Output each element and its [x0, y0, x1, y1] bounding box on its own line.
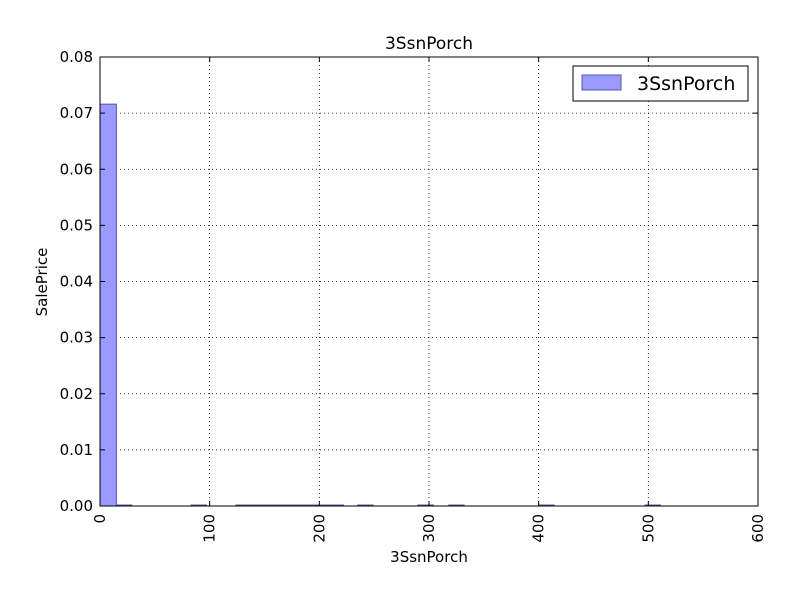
x-tick-label: 100 [201, 514, 219, 543]
x-tick-label: 200 [310, 514, 328, 543]
y-axis-label: SalePrice [33, 248, 51, 317]
x-tick-label: 400 [530, 514, 548, 543]
y-tick-label: 0.08 [60, 48, 93, 66]
y-tick-label: 0.00 [60, 497, 93, 515]
y-tick-label: 0.03 [60, 329, 93, 347]
y-tick-label: 0.02 [60, 385, 93, 403]
grid-lines [100, 57, 758, 506]
legend-label: 3SsnPorch [637, 73, 735, 95]
histogram-bar [99, 103, 117, 507]
x-tick-label: 500 [639, 514, 657, 543]
y-tick-label: 0.04 [60, 273, 93, 291]
bars-group [99, 103, 661, 507]
x-tick-label: 300 [420, 514, 438, 543]
legend-swatch [581, 74, 622, 91]
y-tick-label: 0.01 [60, 441, 93, 459]
y-tick-label: 0.07 [60, 104, 93, 122]
legend: 3SsnPorch [572, 65, 749, 102]
x-tick-label: 600 [749, 514, 767, 543]
axis-ticks [99, 56, 759, 507]
y-tick-label: 0.06 [60, 160, 93, 178]
x-tick-label: 0 [91, 514, 109, 524]
x-axis-label: 3SsnPorch [390, 548, 468, 566]
chart-title: 3SsnPorch [385, 34, 473, 54]
tick-labels: 0.00 0.01 0.02 0.03 0.04 0.05 0.06 0.07 0.08 0 100… [60, 48, 767, 543]
y-tick-label: 0.05 [60, 216, 93, 234]
